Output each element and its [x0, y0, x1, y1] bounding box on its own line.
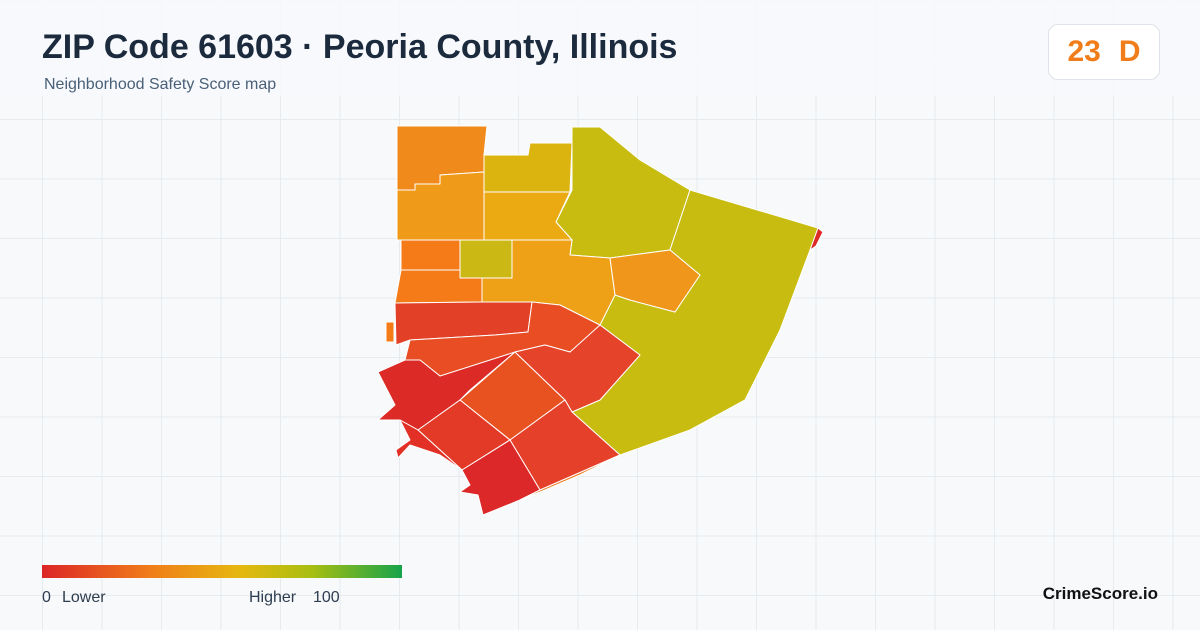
score: 23	[1067, 35, 1101, 68]
area	[459, 439, 541, 516]
area	[385, 321, 395, 343]
area	[483, 191, 573, 241]
area	[395, 419, 463, 471]
area	[459, 239, 513, 279]
header	[0, 0, 1200, 96]
legend-max: 100	[313, 589, 340, 606]
area	[809, 227, 824, 251]
legend-gradient	[42, 565, 402, 578]
area	[609, 249, 701, 313]
area	[555, 126, 691, 259]
grade: D	[1118, 35, 1141, 68]
area	[483, 142, 573, 193]
area	[514, 324, 641, 413]
title: ZIP Code 61603 · Peoria County, Illinois	[42, 28, 678, 66]
score-badge: 23 D	[1048, 24, 1160, 80]
area	[519, 454, 621, 501]
subtitle: Neighborhood Safety Score map	[44, 76, 277, 93]
legend-max-label: Higher	[249, 589, 297, 606]
legend-min-label: Lower	[62, 589, 106, 606]
legend-min: 0	[42, 589, 51, 606]
brand: CrimeScore.io	[1042, 584, 1158, 603]
area	[400, 239, 461, 271]
